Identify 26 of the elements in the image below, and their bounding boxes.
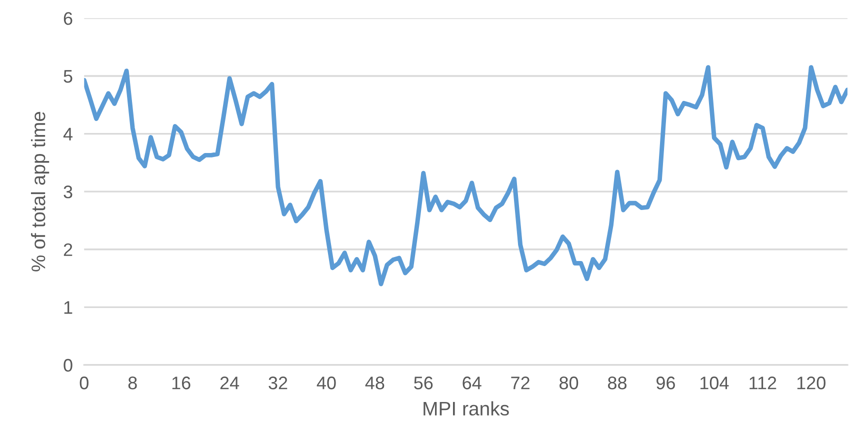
x-tick-label: 112 (750, 376, 776, 390)
x-tick-label: 24 (220, 376, 240, 390)
y-tick-label: 4 (63, 128, 73, 140)
x-tick-label: 48 (365, 376, 384, 390)
x-tick-label: 0 (80, 376, 88, 390)
x-axis-title: MPI ranks (424, 401, 509, 416)
x-tick-label: 8 (128, 376, 137, 390)
x-tick-label: 96 (656, 376, 675, 390)
y-axis-title: % of total app time (30, 112, 50, 272)
y-tick-label: 6 (64, 12, 72, 25)
x-tick-label: 40 (316, 376, 336, 390)
line-series (84, 65, 848, 286)
y-tick-label: 0 (64, 358, 72, 372)
x-tick-label: 64 (462, 376, 482, 390)
x-tick-label: 104 (700, 376, 729, 390)
x-tick-label: 88 (608, 376, 627, 390)
y-tick-label: 1 (64, 301, 72, 314)
x-tick-label: 32 (268, 376, 288, 390)
x-tick-label: 16 (172, 376, 190, 390)
x-tick-label: 72 (511, 376, 530, 390)
x-tick-label: 56 (414, 376, 433, 390)
y-tick-label: 5 (64, 70, 72, 83)
y-tick-label: 2 (64, 243, 72, 256)
x-tick-label: 120 (797, 376, 826, 390)
y-tick-label: 3 (64, 186, 72, 198)
x-tick-label: 80 (560, 376, 578, 390)
